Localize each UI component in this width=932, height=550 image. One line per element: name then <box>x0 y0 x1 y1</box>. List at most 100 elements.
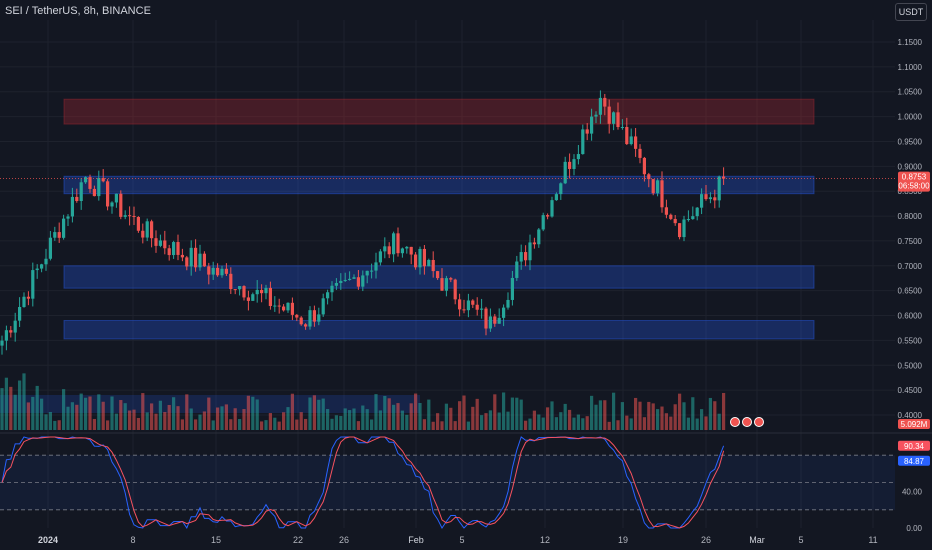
candle-body <box>9 330 13 333</box>
candle-body <box>607 106 611 124</box>
volume-bar <box>431 421 435 430</box>
volume-bar <box>40 398 44 430</box>
candle-body <box>572 159 576 169</box>
volume-bar <box>123 403 127 430</box>
volume-bar <box>220 406 224 430</box>
support-zone <box>63 320 815 340</box>
candle-body <box>141 230 145 238</box>
candle-body <box>304 324 308 327</box>
candle-body <box>453 279 457 300</box>
volume-bar <box>537 414 541 430</box>
time-tick-label: 26 <box>701 535 711 545</box>
candle-body <box>264 287 268 294</box>
candle-body <box>194 247 198 268</box>
candle-body <box>202 253 206 267</box>
candle-body <box>497 317 501 324</box>
volume-bar <box>31 396 35 430</box>
candle-body <box>282 306 286 311</box>
candle-body <box>458 299 462 310</box>
volume-bar <box>462 395 466 430</box>
volume-bar <box>436 413 440 430</box>
volume-bar <box>532 410 536 430</box>
volume-bar <box>264 420 268 430</box>
volume-bar <box>515 397 519 430</box>
candle-body <box>238 286 242 290</box>
candle-body <box>158 240 162 246</box>
volume-bar <box>163 411 167 430</box>
stoch-d-line <box>1 436 725 529</box>
candle-body <box>634 136 638 149</box>
volume-bar <box>519 399 523 430</box>
candle-body <box>466 300 470 311</box>
candle-body <box>568 161 572 169</box>
candle-body <box>722 176 726 179</box>
price-tick-label: 1.0500 <box>898 88 923 97</box>
candle-body <box>198 253 202 268</box>
volume-bar <box>594 404 598 430</box>
volume-bar <box>449 407 453 430</box>
candle-body <box>510 277 514 300</box>
volume-bar <box>691 397 695 430</box>
volume-bar <box>502 392 506 430</box>
candle-body <box>493 316 497 324</box>
volume-bar <box>57 420 61 430</box>
price-tick-label: 1.1000 <box>898 63 923 72</box>
volume-bar <box>625 415 629 430</box>
volume-bar <box>440 421 444 430</box>
resistance-zone <box>63 98 815 125</box>
last-price-tag <box>898 171 930 192</box>
time-tick-label: 8 <box>130 535 135 545</box>
last-price-label: 0.8753 <box>902 173 927 182</box>
currency-button[interactable]: USDT <box>895 3 927 21</box>
candle-body <box>180 254 184 258</box>
candle-body <box>290 302 294 315</box>
candle-body <box>554 194 558 201</box>
price-tick-label: 0.9500 <box>898 137 923 146</box>
candle-body <box>642 157 646 175</box>
volume-bar <box>48 411 52 430</box>
candle-body <box>475 304 479 310</box>
volume-bar <box>62 389 66 430</box>
candle-body <box>361 275 365 287</box>
candle-body <box>374 262 378 271</box>
volume-bar <box>172 397 176 430</box>
volume-tag <box>898 419 930 429</box>
volume-bar <box>510 397 514 430</box>
price-tick-label: 0.5500 <box>898 336 923 345</box>
volume-bar <box>92 418 96 430</box>
candle-body <box>370 270 374 272</box>
volume-bar <box>651 403 655 430</box>
stoch-k-label: 90.34 <box>904 442 925 451</box>
price-tick-label: 0.8500 <box>898 187 923 196</box>
candle-body <box>669 214 673 219</box>
volume-bar <box>664 413 668 430</box>
candle-body <box>66 216 70 219</box>
candle-body <box>321 298 325 315</box>
countdown-label: 06:58:00 <box>898 182 930 191</box>
candle-body <box>629 136 633 145</box>
volume-bar <box>660 406 664 430</box>
volume-bar <box>106 420 110 430</box>
price-tick-label: 0.9000 <box>898 162 923 171</box>
candle-body <box>673 218 677 224</box>
volume-bar <box>198 414 202 430</box>
candle-body <box>603 97 607 107</box>
volume-bar <box>563 403 567 430</box>
volume-bar <box>53 420 57 430</box>
price-tick-label: 0.5000 <box>898 361 923 370</box>
candle-body <box>22 296 26 308</box>
volume-bar <box>295 419 299 430</box>
volume-bar <box>396 403 400 430</box>
candle-body <box>387 246 391 255</box>
volume-bar <box>158 400 162 430</box>
volume-bar <box>414 393 418 430</box>
candle-body <box>123 215 127 217</box>
volume-bar <box>638 401 642 430</box>
candle-body <box>365 270 369 276</box>
volume-bar <box>308 397 312 430</box>
candle-body <box>484 308 488 329</box>
candle-body <box>656 180 660 194</box>
candle-body <box>150 221 154 239</box>
volume-bar <box>550 401 554 430</box>
